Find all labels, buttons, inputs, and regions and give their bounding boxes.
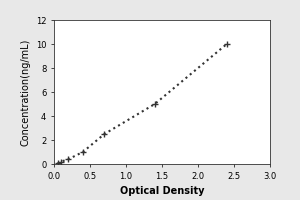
- X-axis label: Optical Density: Optical Density: [120, 186, 204, 196]
- Y-axis label: Concentration(ng/mL): Concentration(ng/mL): [20, 38, 30, 146]
